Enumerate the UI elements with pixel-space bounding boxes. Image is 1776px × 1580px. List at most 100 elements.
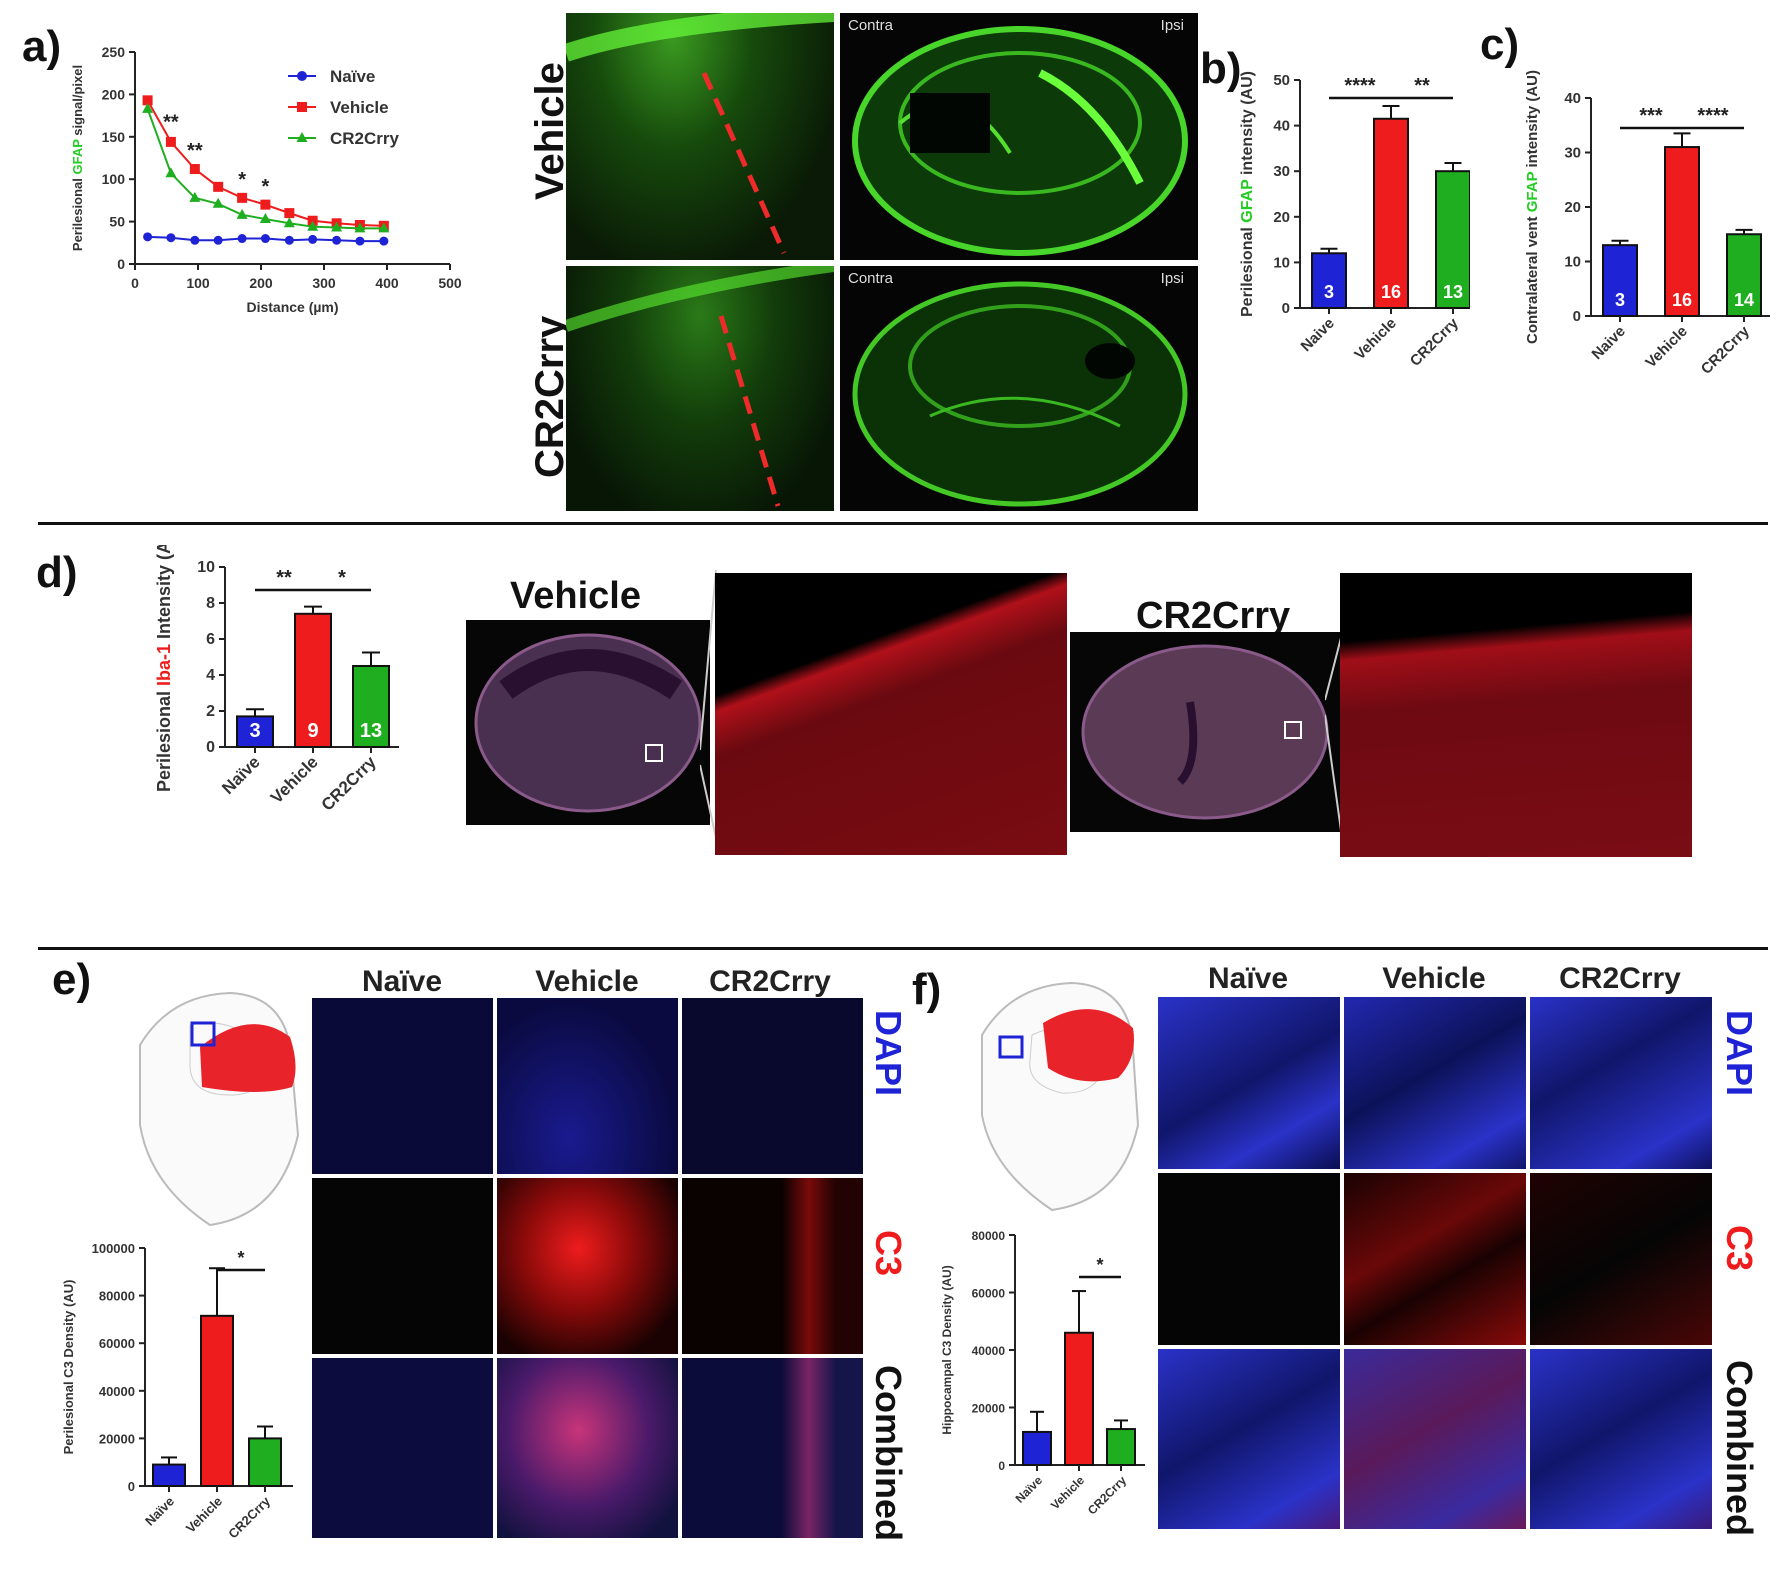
- a-point: [331, 221, 343, 232]
- y-tick-label: 10: [1564, 254, 1581, 271]
- x-tick-label: Naive: [1298, 315, 1338, 355]
- y-tick-label: 0: [128, 1479, 135, 1494]
- x-tick-label: Vehicle: [1048, 1473, 1087, 1512]
- f-col-naive: Naïve: [1207, 962, 1289, 995]
- y-tick-label: 30: [1564, 145, 1581, 162]
- significance-mark: **: [1414, 75, 1430, 97]
- micrograph-d-vehicle-zoom: [715, 573, 1067, 855]
- x-tick-label: CR2Crry: [225, 1493, 273, 1541]
- a-legend-marker: [297, 71, 307, 81]
- n-label: 9: [307, 720, 318, 742]
- a-x-tick-label: 100: [186, 275, 210, 291]
- f-col-vehicle: Vehicle: [1382, 962, 1486, 995]
- y-tick-label: 60000: [972, 1287, 1006, 1301]
- x-tick-label: Vehicle: [1642, 323, 1691, 372]
- y-tick-label: 60000: [99, 1336, 135, 1351]
- x-tick-label: Vehicle: [267, 752, 322, 807]
- y-tick-label: 40: [1564, 90, 1581, 107]
- x-tick-label: Naive: [1589, 323, 1629, 363]
- label-contra-2: Contra: [848, 270, 894, 287]
- a-point: [283, 217, 295, 228]
- y-tick-label: 2: [206, 703, 215, 720]
- y-tick-label: 40000: [972, 1344, 1006, 1358]
- panel-e-label: e): [52, 955, 92, 1004]
- micrograph-d-cr2crry-coronal: [1070, 632, 1340, 832]
- a-x-tick-label: 200: [249, 275, 273, 291]
- y-tick-label: 100000: [92, 1241, 135, 1256]
- x-tick-label: CR2Crry: [318, 752, 381, 815]
- e-combined-cr2crry: [682, 1358, 863, 1538]
- label-ipsi-2: Ipsi: [1160, 270, 1184, 287]
- f-row-c3: C3: [1719, 1225, 1760, 1272]
- micrograph-cr2crry-cortex: [566, 266, 834, 511]
- bar-0: [152, 1463, 186, 1488]
- a-y-tick-label: 200: [102, 86, 126, 102]
- a-x-tick-label: 300: [312, 275, 336, 291]
- e-dapi-cr2crry: [682, 998, 863, 1174]
- a-legend-label: Naïve: [330, 67, 375, 86]
- micrograph-d-vehicle-coronal: [466, 620, 710, 825]
- a-point: [308, 234, 318, 244]
- y-axis-label: Hippocampal C3 Density (AU): [940, 1265, 954, 1434]
- panel-b-label: b): [1200, 44, 1242, 93]
- d-title-vehicle: Vehicle: [510, 575, 641, 617]
- x-tick-label: CR2Crry: [1698, 322, 1754, 378]
- zoom-connector-d1: [700, 570, 717, 839]
- panel-f-label: f): [912, 965, 942, 1014]
- a-significance-mark: *: [262, 176, 270, 198]
- bar-2: [248, 1437, 282, 1487]
- a-point: [143, 232, 153, 242]
- significance-mark: *: [338, 567, 346, 589]
- a-series-line-2: [146, 108, 384, 230]
- a-x-tick-label: 500: [438, 275, 462, 291]
- y-tick-label: 6: [206, 631, 215, 648]
- significance-mark: *: [1096, 1255, 1103, 1275]
- e-col-vehicle: Vehicle: [535, 965, 639, 998]
- a-point: [236, 208, 248, 219]
- y-tick-label: 20000: [99, 1431, 135, 1446]
- x-tick-label: CR2Crry: [1085, 1473, 1130, 1518]
- a-point: [189, 191, 201, 202]
- a-significance-mark: *: [238, 169, 246, 191]
- a-point: [307, 220, 319, 231]
- y-tick-label: 40: [1273, 118, 1290, 135]
- a-point: [166, 233, 176, 243]
- significance-mark: **: [276, 567, 292, 589]
- a-legend-marker: [296, 132, 308, 142]
- f-dapi-cr2crry: [1530, 997, 1712, 1169]
- e-c3-vehicle: [497, 1178, 678, 1354]
- panel-d-label: d): [36, 548, 78, 597]
- bar-1: [1664, 146, 1700, 317]
- panel-a-label: a): [22, 22, 62, 71]
- section-divider-bottom: [38, 947, 1768, 950]
- a-y-tick-label: 50: [109, 214, 125, 230]
- label-contra-1: Contra: [848, 17, 894, 34]
- micrograph-d-cr2crry-zoom: [1340, 573, 1692, 857]
- a-significance-mark: **: [187, 140, 203, 162]
- micrograph-cr2crry-coronal: Contra Ipsi: [840, 266, 1198, 511]
- a-point: [355, 236, 365, 246]
- bar-2: [1106, 1428, 1136, 1466]
- x-tick-label: Naïve: [218, 752, 264, 798]
- a-point: [165, 167, 177, 178]
- a-point: [190, 235, 200, 245]
- a-point: [142, 102, 154, 113]
- a-point: [379, 236, 389, 246]
- a-y-tick-label: 0: [117, 256, 125, 272]
- atlas-e-brain-schematic: [139, 991, 300, 1227]
- a-legend-label: Vehicle: [330, 98, 389, 117]
- f-dapi-naive: [1158, 997, 1340, 1169]
- section-divider-top: [38, 522, 1768, 525]
- chart-a-gfap-distance: 0 50 100 150 200 250 0 100 200 300 400 500 Distance …: [70, 44, 462, 315]
- e-combined-naive: [312, 1358, 493, 1538]
- e-dapi-naive: [312, 998, 493, 1174]
- y-tick-label: 0: [998, 1459, 1005, 1473]
- e-dapi-vehicle: [497, 998, 678, 1174]
- f-combined-vehicle: [1344, 1349, 1526, 1529]
- y-tick-label: 10: [197, 559, 215, 576]
- a-point: [213, 235, 223, 245]
- f-dapi-vehicle: [1344, 997, 1526, 1169]
- y-tick-label: 40000: [99, 1384, 135, 1399]
